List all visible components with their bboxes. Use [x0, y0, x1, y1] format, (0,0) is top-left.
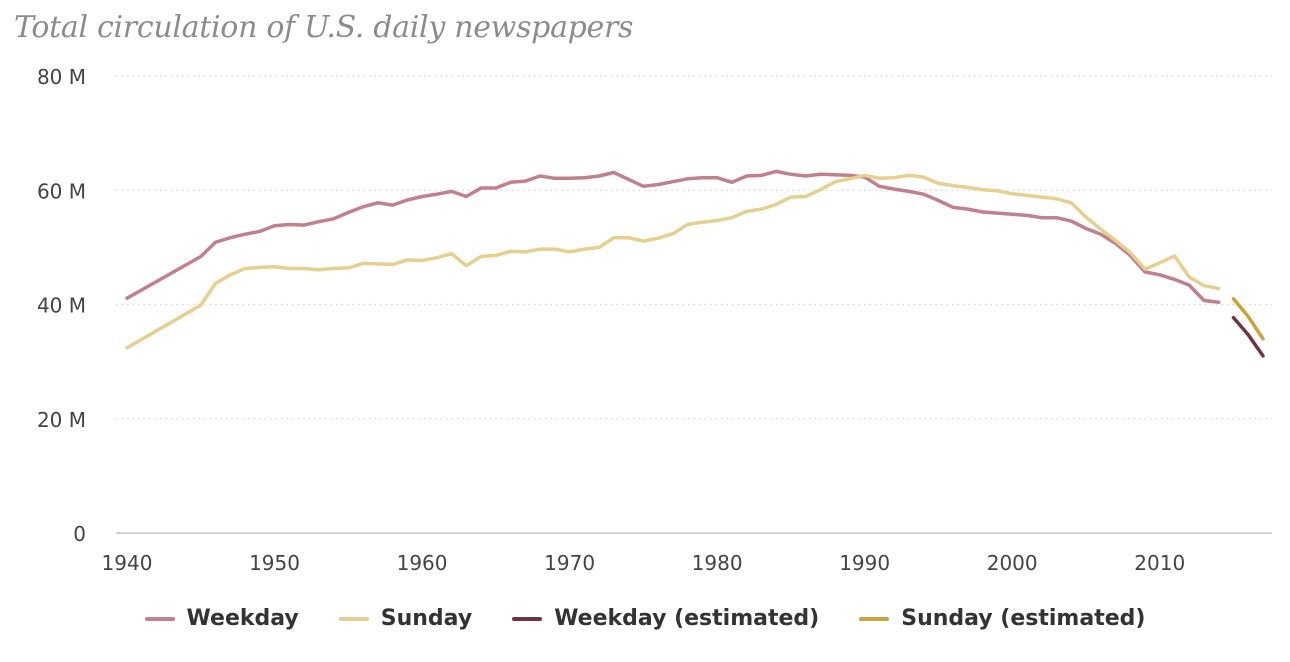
gridlines [116, 75, 1272, 534]
legend-item: Sunday (estimated) [859, 606, 1145, 631]
y-axis: 0 20 M 40 M 60 M 80 M [37, 65, 86, 546]
legend-item: Weekday (estimated) [512, 606, 819, 631]
series-line-sunday [125, 173, 1221, 350]
legend-swatch [338, 616, 369, 621]
series-lines [125, 169, 1265, 358]
legend-label: Sunday (estimated) [901, 606, 1146, 631]
x-tick-label: 1940 [102, 551, 153, 575]
legend-item: Sunday [338, 606, 473, 631]
legend-swatch [144, 616, 175, 621]
x-tick-label: 1970 [544, 551, 595, 575]
legend: Weekday Sunday Weekday (estimated) Sunday (… [0, 606, 1290, 631]
y-tick-label: 20 M [37, 408, 86, 432]
y-tick-label: 0 [73, 522, 86, 546]
x-tick-label: 1980 [692, 551, 743, 575]
x-tick-label: 2000 [987, 551, 1038, 575]
x-tick-label: 1990 [839, 551, 890, 575]
x-tick-label: 1960 [397, 551, 448, 575]
y-tick-label: 40 M [37, 294, 86, 318]
series-line-weekday-estimated [1231, 315, 1265, 358]
x-axis: 1940 1950 1960 1970 1980 1990 2000 2010 [102, 551, 1186, 575]
legend-swatch [859, 616, 890, 621]
chart-title: Total circulation of U.S. daily newspape… [14, 10, 634, 45]
legend-label: Sunday [380, 606, 473, 631]
legend-item: Weekday [144, 606, 299, 631]
line-chart: 020 M40 M60 M80 M 1940 1950 1960 1970 1980 19… [37, 65, 1272, 575]
x-tick-label: 2010 [1134, 551, 1185, 575]
y-tick-label: 60 M [37, 179, 86, 203]
x-tick-label: 1950 [249, 551, 300, 575]
series-line-sunday-estimated [1231, 297, 1265, 341]
legend-swatch [512, 616, 543, 621]
legend-label: Weekday (estimated) [554, 606, 820, 631]
y-tick-label: 80 M [37, 65, 86, 89]
series-line-weekday [125, 169, 1221, 304]
legend-label: Weekday [186, 606, 299, 631]
